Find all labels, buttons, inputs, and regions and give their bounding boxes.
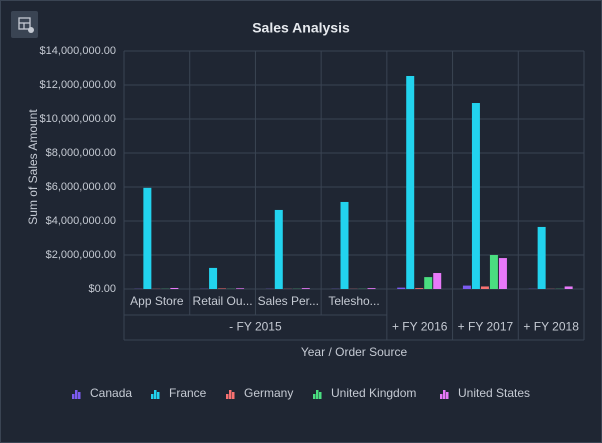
bar — [397, 287, 406, 289]
group-label: - FY 2015 — [229, 320, 282, 334]
legend-marker — [319, 392, 322, 399]
bar — [406, 75, 415, 290]
bar — [424, 277, 433, 289]
legend-marker — [313, 394, 316, 399]
y-tick-label: $2,000,000.00 — [46, 249, 116, 261]
legend-label: Germany — [244, 386, 293, 400]
x-tick-label: + FY 2016 — [392, 320, 448, 334]
legend-item: Canada — [72, 386, 132, 400]
bar — [564, 286, 573, 289]
bar — [274, 209, 283, 289]
legend-marker — [443, 390, 446, 399]
legend-marker — [232, 392, 235, 399]
bar — [480, 286, 489, 289]
legend-item: United Kingdom — [313, 386, 416, 400]
bar — [170, 287, 179, 289]
y-tick-label: $10,000,000.00 — [40, 113, 116, 125]
legend-item: France — [151, 386, 207, 400]
button-icon — [28, 27, 34, 33]
y-tick-label: $6,000,000.00 — [46, 181, 116, 193]
legend-marker — [440, 394, 443, 399]
legend-label: France — [169, 386, 207, 400]
legend-marker — [72, 394, 75, 399]
legend-label: United States — [458, 386, 530, 400]
bar — [471, 103, 480, 290]
y-tick-label: $14,000,000.00 — [40, 45, 116, 57]
y-tick-label: $8,000,000.00 — [46, 147, 116, 159]
legend-marker — [446, 392, 449, 399]
bar — [433, 273, 442, 289]
bar — [462, 285, 471, 289]
y-tick-label: $12,000,000.00 — [40, 79, 116, 91]
x-tick-label: + FY 2017 — [458, 320, 514, 334]
bar — [218, 288, 227, 289]
x-tick-label: + FY 2018 — [523, 320, 579, 334]
x-tick-label: Sales Per... — [258, 294, 319, 308]
x-axis-label: Year / Order Source — [301, 345, 408, 359]
legend-marker — [316, 390, 319, 399]
legend-marker — [151, 394, 154, 399]
legend-item: United States — [440, 386, 530, 400]
legend-marker — [78, 392, 81, 399]
bar — [367, 288, 376, 289]
bar — [236, 288, 245, 289]
legend-marker — [75, 390, 78, 399]
y-tick-label: $4,000,000.00 — [46, 215, 116, 227]
legend-marker — [226, 394, 229, 399]
legend-label: Canada — [90, 386, 132, 400]
legend-marker — [157, 392, 160, 399]
bar — [415, 288, 424, 289]
y-tick-label: $0.00 — [88, 283, 116, 295]
bar — [301, 288, 310, 289]
x-tick-label: Retail Ou... — [193, 294, 253, 308]
bar — [537, 226, 546, 289]
bar — [340, 201, 349, 289]
legend-marker — [229, 390, 232, 399]
x-tick-label: Telesho... — [328, 294, 379, 308]
bar — [489, 255, 498, 289]
legend-label: United Kingdom — [331, 386, 416, 400]
x-tick-label: App Store — [130, 294, 184, 308]
legend-marker — [154, 390, 157, 399]
y-axis-label: Sum of Sales Amount — [26, 109, 40, 225]
bar — [498, 258, 507, 289]
options-button[interactable] — [11, 11, 38, 38]
chart-title: Sales Analysis — [252, 20, 350, 36]
bar — [143, 187, 152, 289]
legend-item: Germany — [226, 386, 293, 400]
bar — [209, 267, 218, 289]
